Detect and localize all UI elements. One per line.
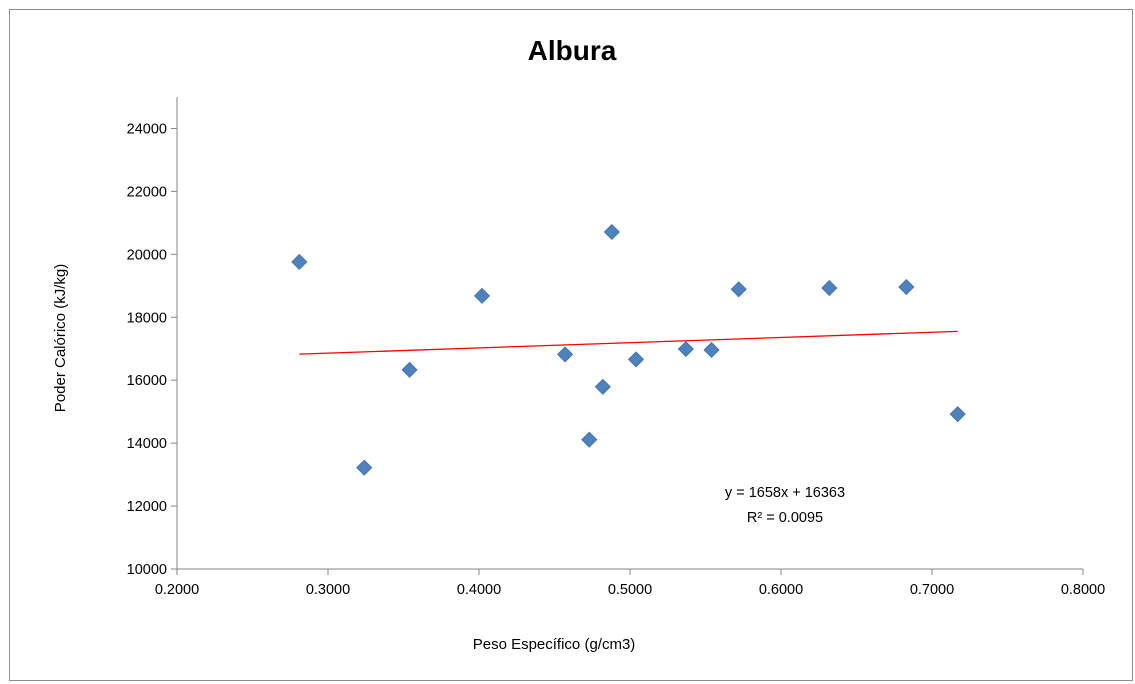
x-tick-label: 0.5000: [608, 582, 652, 598]
trendline-equation: y = 1658x + 16363: [725, 485, 845, 501]
data-point: [730, 281, 747, 298]
data-point: [557, 346, 574, 363]
x-tick-label: 0.2000: [155, 582, 199, 598]
data-point: [703, 341, 720, 359]
y-tick-label: 14000: [127, 436, 167, 452]
y-axis-label: Poder Calórico (kJ/kg): [52, 264, 69, 412]
data-point: [291, 253, 308, 270]
data-point: [594, 378, 611, 395]
y-tick-label: 18000: [127, 310, 167, 326]
y-ticks: 10000 12000 14000 16000 18000 20000 22000 24000: [127, 121, 177, 578]
data-point: [401, 361, 418, 378]
y-tick-label: 10000: [127, 562, 167, 578]
trendline: [299, 330, 958, 355]
x-tick-label: 0.4000: [457, 582, 501, 598]
data-point: [821, 279, 838, 297]
x-tick-label: 0.7000: [910, 582, 954, 598]
data-point: [949, 406, 966, 423]
x-tick-label: 0.6000: [759, 582, 803, 598]
data-points: [291, 223, 966, 476]
x-tick-label: 0.8000: [1061, 582, 1105, 598]
data-point: [581, 431, 598, 448]
data-point: [356, 459, 373, 476]
data-point: [473, 287, 491, 304]
data-point: [603, 223, 620, 241]
axes: [176, 97, 1083, 570]
chart-title: Albura: [528, 35, 617, 66]
x-ticks: 0.2000 0.3000 0.4000 0.5000 0.6000 0.7000 0.80…: [155, 569, 1105, 598]
x-tick-label: 0.3000: [306, 582, 350, 598]
y-tick-label: 12000: [127, 499, 167, 515]
y-tick-label: 22000: [127, 184, 167, 200]
y-tick-label: 24000: [127, 121, 167, 137]
y-tick-label: 20000: [127, 247, 167, 263]
data-point: [898, 278, 915, 296]
data-point: [627, 351, 645, 368]
y-tick-label: 16000: [127, 373, 167, 389]
x-axis-label: Peso Específico (g/cm3): [473, 636, 636, 653]
trendline-r-squared: R² = 0.0095: [747, 510, 823, 526]
data-point: [677, 340, 694, 358]
